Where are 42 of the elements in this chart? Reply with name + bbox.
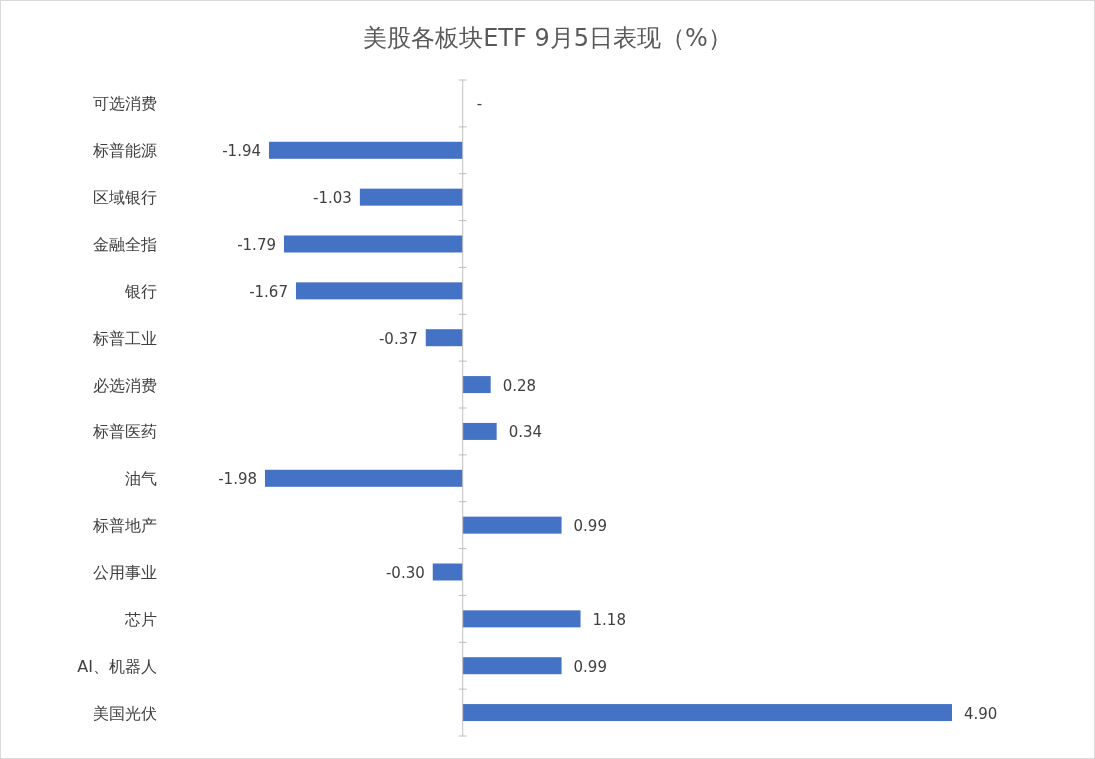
data-label: 0.28 bbox=[502, 376, 537, 395]
bar bbox=[462, 610, 581, 628]
data-label: -0.30 bbox=[385, 564, 425, 582]
bar bbox=[295, 282, 463, 300]
data-label: 0.34 bbox=[508, 423, 543, 442]
y-tick-label: 必选消费 bbox=[93, 375, 157, 395]
y-tick-label: 标普医药 bbox=[92, 422, 157, 442]
y-tick-label: 标普地产 bbox=[92, 516, 157, 536]
bar bbox=[462, 376, 491, 394]
data-label: -1.03 bbox=[313, 189, 352, 208]
bar bbox=[462, 516, 562, 534]
bar bbox=[265, 469, 463, 487]
chart-title: 美股各板块ETF 9月5日表现（%） bbox=[363, 24, 732, 52]
data-label: 1.18 bbox=[592, 610, 626, 629]
y-tick-label: 可选消费 bbox=[93, 94, 157, 114]
bar bbox=[432, 563, 463, 581]
bar bbox=[462, 422, 497, 440]
text: - bbox=[476, 95, 483, 114]
bar bbox=[283, 235, 463, 253]
y-tick-label: 金融全指 bbox=[93, 235, 157, 254]
y-tick-label: 银行 bbox=[124, 281, 157, 301]
data-label: -1.67 bbox=[249, 282, 288, 301]
y-tick-label: 油气 bbox=[125, 469, 157, 489]
y-tick-label: 公用事业 bbox=[93, 563, 157, 582]
bar bbox=[268, 141, 463, 159]
data-label: -1.98 bbox=[218, 470, 257, 489]
bar bbox=[359, 188, 463, 206]
y-tick-label: 区域银行 bbox=[93, 188, 157, 208]
bar bbox=[462, 657, 562, 675]
data-label: 0.99 bbox=[573, 657, 607, 676]
data-label: -1.79 bbox=[237, 236, 276, 254]
y-tick-label: 标普工业 bbox=[92, 328, 157, 348]
data-label: -0.37 bbox=[378, 329, 418, 348]
data-label: -1.94 bbox=[222, 142, 261, 161]
data-label: 0.99 bbox=[573, 517, 607, 536]
data-label: 4.90 bbox=[964, 704, 998, 723]
y-tick-label: 美国光伏 bbox=[93, 703, 157, 723]
bar bbox=[425, 329, 463, 347]
bar bbox=[462, 704, 952, 722]
y-tick-label: 标普能源 bbox=[92, 141, 157, 161]
y-tick-label: 芯片 bbox=[124, 609, 157, 629]
y-tick-label: AI、机器人 bbox=[77, 656, 157, 676]
